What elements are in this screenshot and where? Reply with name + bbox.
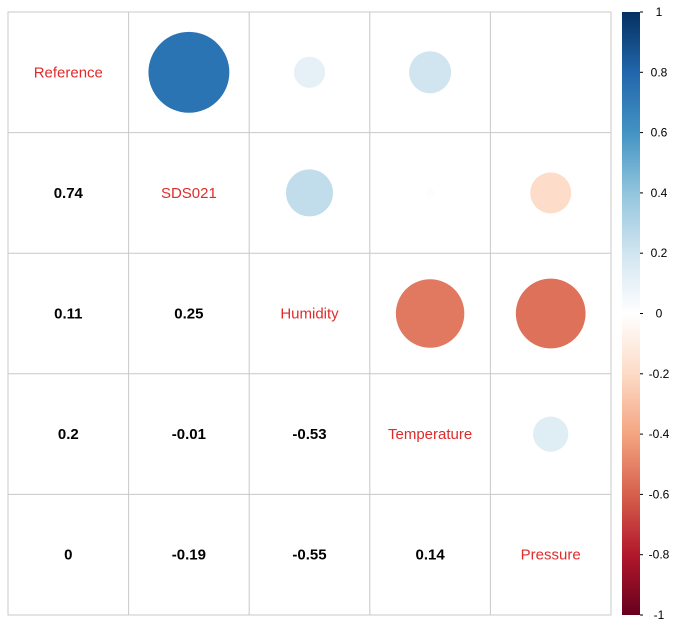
correlation-value: 0.14 — [415, 547, 445, 564]
colorbar-tick-label: -1 — [654, 608, 665, 619]
matrix-grid — [7, 11, 612, 616]
colorbar-tick-label: 0.4 — [651, 186, 668, 200]
colorbar-tick-label: 0.8 — [651, 65, 668, 79]
matrix-border — [7, 11, 612, 616]
correlation-circle — [425, 188, 435, 198]
correlation-value: 0.25 — [174, 306, 203, 323]
correlation-value: -0.55 — [292, 547, 326, 564]
correlation-value: -0.53 — [292, 426, 326, 443]
correlation-value: -0.01 — [172, 426, 206, 443]
correlation-circle — [293, 56, 326, 88]
colorbar-tick-label: -0.4 — [649, 427, 670, 441]
correlation-circle — [285, 169, 334, 217]
colorbar-tick-label: 0.6 — [651, 126, 668, 140]
correlation-circle — [409, 51, 452, 94]
colorbar-tick-label: 1 — [656, 5, 663, 19]
colorbar-gradient — [622, 12, 640, 615]
variable-label: SDS021 — [161, 185, 217, 202]
correlation-value: 0.74 — [54, 185, 84, 202]
correlation-value: -0.19 — [172, 547, 206, 564]
colorbar: 1 0.8 0.6 0.4 0.2 0 -0.2 -0.4 -0.6 -0.8 -1 — [622, 5, 670, 619]
colorbar-tick-label: -0.8 — [649, 548, 670, 562]
colorbar-tick-label: 0 — [656, 307, 663, 321]
variable-label: Reference — [34, 64, 103, 81]
correlation-circle — [533, 416, 569, 452]
colorbar-tick-label: 0.2 — [651, 246, 668, 260]
correlation-value: 0 — [64, 547, 72, 564]
correlation-value: 0.11 — [54, 306, 82, 323]
colorbar-tick-label: -0.6 — [649, 487, 670, 501]
colorbar-tick-label: -0.2 — [649, 367, 670, 381]
correlation-value: 0.2 — [58, 426, 79, 443]
variable-label: Pressure — [521, 547, 581, 564]
correlation-circle — [530, 172, 572, 214]
variable-label: Humidity — [280, 306, 339, 323]
variable-label: Temperature — [388, 426, 472, 443]
correlation-circle — [515, 278, 586, 349]
correlation-circle — [395, 279, 465, 348]
correlation-circle — [148, 31, 230, 113]
matrix-cells: Reference 0.74 SDS021 0.11 0.25 Humidity 0.2 -0… — [34, 31, 586, 564]
